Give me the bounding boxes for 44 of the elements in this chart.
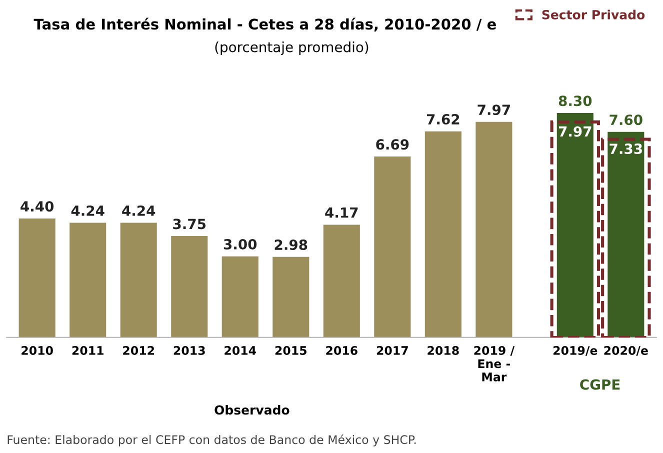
- x-tick-label: 2011: [72, 346, 104, 355]
- x-tick-label: 2018: [428, 346, 459, 355]
- bar: [222, 256, 258, 338]
- x-tick-label: 2013: [174, 346, 205, 355]
- bar: [272, 256, 310, 338]
- x-tick-label: 2016: [326, 346, 358, 355]
- data-label: 7.97: [558, 126, 592, 137]
- data-label: 7.62: [426, 114, 460, 125]
- data-label: 7.33: [610, 144, 642, 154]
- bar: [476, 122, 512, 338]
- bar: [323, 224, 360, 338]
- bar: [556, 112, 594, 338]
- bar: [70, 222, 106, 338]
- data-label: 4.24: [122, 205, 156, 216]
- legend-label: Sector Privado: [542, 10, 645, 20]
- x-tick-label: 2019/e: [554, 346, 598, 356]
- text: Observado: [214, 404, 290, 415]
- bar: [18, 218, 56, 338]
- x-tick-label: 2017: [376, 346, 408, 355]
- data-label: 6.69: [376, 139, 409, 150]
- data-label: 4.24: [71, 205, 104, 216]
- x-tick-label: 2014: [224, 346, 256, 355]
- bar: [374, 156, 411, 338]
- chart-subtitle: (porcentaje promedio): [215, 42, 368, 55]
- data-label: 8.30: [558, 96, 592, 106]
- x-tick-label: 2019 / Ene - Mar: [474, 346, 515, 382]
- x-tick-label: 2020/e: [604, 346, 648, 356]
- bar: [120, 222, 157, 338]
- chart-title: Tasa de Interés Nominal - Cetes a 28 días, 2010-2020 / e: [34, 18, 496, 32]
- data-label: 7.97: [478, 104, 510, 116]
- bar: [171, 236, 208, 338]
- bar: [608, 132, 644, 338]
- x-tick-label: 2012: [123, 346, 154, 355]
- text: CGPE: [580, 379, 620, 390]
- data-label: 7.60: [610, 114, 642, 126]
- x-tick-label: 2015: [275, 346, 306, 355]
- data-label: 4.17: [325, 208, 358, 218]
- data-label: 2.98: [274, 240, 308, 250]
- data-label: 4.40: [20, 201, 54, 212]
- data-label: 3.00: [224, 238, 257, 250]
- bar: [424, 131, 462, 338]
- data-label: 3.75: [173, 218, 206, 230]
- source-note: Fuente: Elaborado por el CEFP con datos de Banco de México y SHCP.: [8, 434, 416, 446]
- x-tick-label: 2010: [22, 346, 53, 355]
